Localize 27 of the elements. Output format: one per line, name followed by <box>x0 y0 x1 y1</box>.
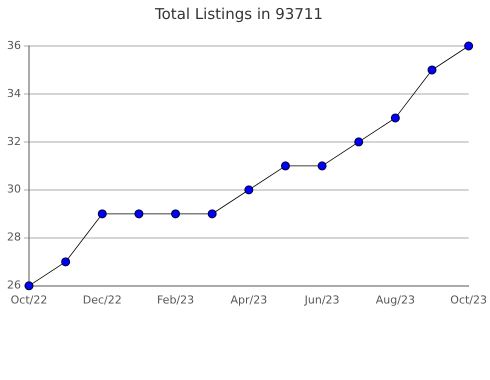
point <box>354 137 364 146</box>
point <box>171 209 180 218</box>
point <box>464 42 474 50</box>
point <box>318 161 327 170</box>
point <box>280 161 290 170</box>
x-tick-label: Dec/22 <box>82 293 122 306</box>
x-tick-label: Apr/23 <box>230 293 268 306</box>
point <box>134 209 144 218</box>
point <box>428 65 436 74</box>
y-tick-label: 30 <box>6 182 21 196</box>
point <box>244 185 254 194</box>
y-tick-label: 36 <box>6 38 21 52</box>
y-tick-label: 28 <box>6 230 21 244</box>
x-tick-label: Aug/23 <box>376 293 415 306</box>
x-tick-label: Feb/23 <box>156 293 194 306</box>
x-tick-label: Oct/23 <box>450 293 488 306</box>
y-tick-label: 34 <box>6 86 21 100</box>
point <box>208 209 217 218</box>
point <box>98 209 107 218</box>
x-tick-label: Oct/22 <box>10 293 48 306</box>
point <box>24 281 34 290</box>
point <box>61 257 70 266</box>
chart-title: Total Listings in 93711 <box>154 4 323 23</box>
y-tick-label: 32 <box>6 134 21 148</box>
y-tick-label: 26 <box>6 278 21 292</box>
point <box>390 113 400 122</box>
x-tick-label: Jun/23 <box>304 293 340 306</box>
